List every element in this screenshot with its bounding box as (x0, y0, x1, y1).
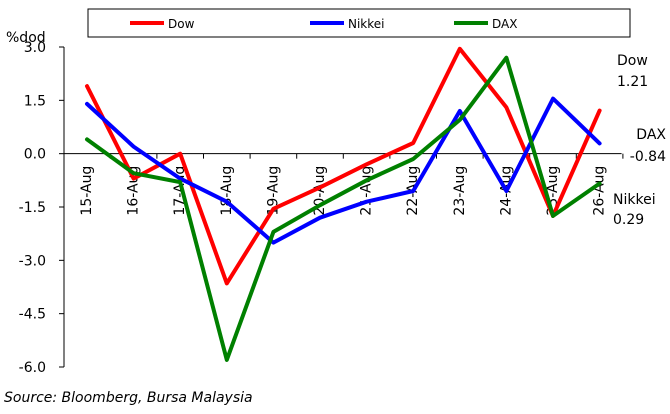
end-annotations: Dow 1.21 DAX -0.84 Nikkei 0.29 (613, 53, 666, 228)
y-axis-title: %dod (6, 30, 46, 46)
x-tick-label: 21-Aug (359, 166, 375, 216)
series-lines (85, 46, 602, 362)
y-tick-label: 1.5 (24, 93, 46, 109)
y-tick-label: 3.0 (24, 40, 46, 56)
annotation-value-dax: -0.84 (630, 149, 666, 165)
x-tick-label: 15-Aug (79, 166, 95, 216)
legend-label-dow: Dow (168, 17, 195, 31)
x-tick-label: 26-Aug (592, 166, 608, 216)
x-tick-label: 23-Aug (452, 166, 468, 216)
y-tick-label: 0.0 (24, 147, 46, 163)
legend-label-dax: DAX (492, 17, 517, 31)
annotation-name-nikkei: Nikkei (613, 192, 656, 208)
x-tick-label: 19-Aug (265, 166, 281, 216)
legend: Dow Nikkei DAX (87, 8, 631, 38)
series-line-nikkei (85, 96, 602, 245)
y-tick-label: -3.0 (19, 253, 46, 269)
axes: 3.01.50.0-1.5-3.0-4.5-6.015-Aug 16-Aug 17-… (19, 40, 624, 376)
y-tick-label: -1.5 (19, 200, 46, 216)
series-line-dax (85, 55, 602, 362)
annotation-name-dow: Dow (617, 53, 648, 69)
legend-label-nikkei: Nikkei (348, 17, 385, 31)
legend-box (87, 8, 631, 38)
y-tick-label: -6.0 (19, 360, 46, 376)
series-line-dow (85, 46, 602, 286)
y-tick-label: -4.5 (19, 307, 46, 323)
annotation-name-dax: DAX (636, 127, 666, 143)
annotation-value-dow: 1.21 (617, 74, 648, 90)
annotation-value-nikkei: 0.29 (613, 212, 644, 228)
source-note: Source: Bloomberg, Bursa Malaysia (4, 390, 253, 406)
